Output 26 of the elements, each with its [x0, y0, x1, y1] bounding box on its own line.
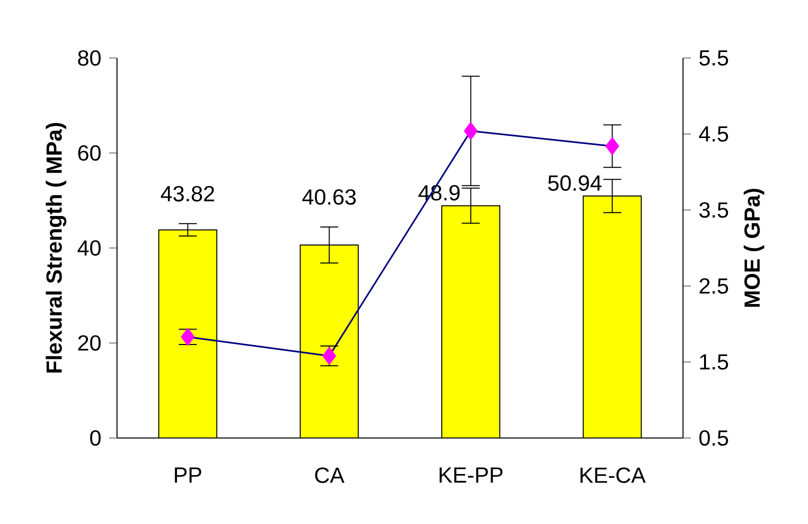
bar [300, 244, 358, 438]
y-tick-label: 60 [78, 145, 101, 161]
x-tick-label: PP [174, 467, 202, 483]
y2-tick-label: 3.5 [699, 202, 728, 218]
data-label: 40.63 [302, 189, 356, 205]
y2-tick-label: 4.5 [699, 126, 728, 142]
y2-axis-title: MOE ( GPa) [744, 188, 764, 307]
y-tick-label: 80 [78, 50, 101, 66]
x-tick-label: CA [315, 467, 344, 484]
y-tick-label: 20 [78, 335, 101, 351]
data-label: 43.82 [160, 186, 214, 202]
data-label: 50.94 [548, 175, 602, 191]
point [605, 136, 620, 156]
bar [442, 206, 500, 438]
y2-tick-label: 0.5 [699, 430, 728, 446]
y-tick-label: 0 [90, 430, 101, 446]
x-tick-label: KE-PP [440, 467, 502, 483]
y2-tick-label: 5.5 [699, 50, 728, 66]
point [464, 122, 478, 140]
x-tick-label: KE-CA [580, 467, 646, 484]
y-axis-title: Flexural Strength ( MPa) [46, 123, 66, 373]
y2-tick-label: 1.5 [700, 354, 728, 370]
bar [582, 196, 642, 438]
y-tick-label: 40 [78, 240, 101, 256]
y2-tick-label: 2.5 [700, 278, 728, 294]
bar [158, 230, 217, 438]
